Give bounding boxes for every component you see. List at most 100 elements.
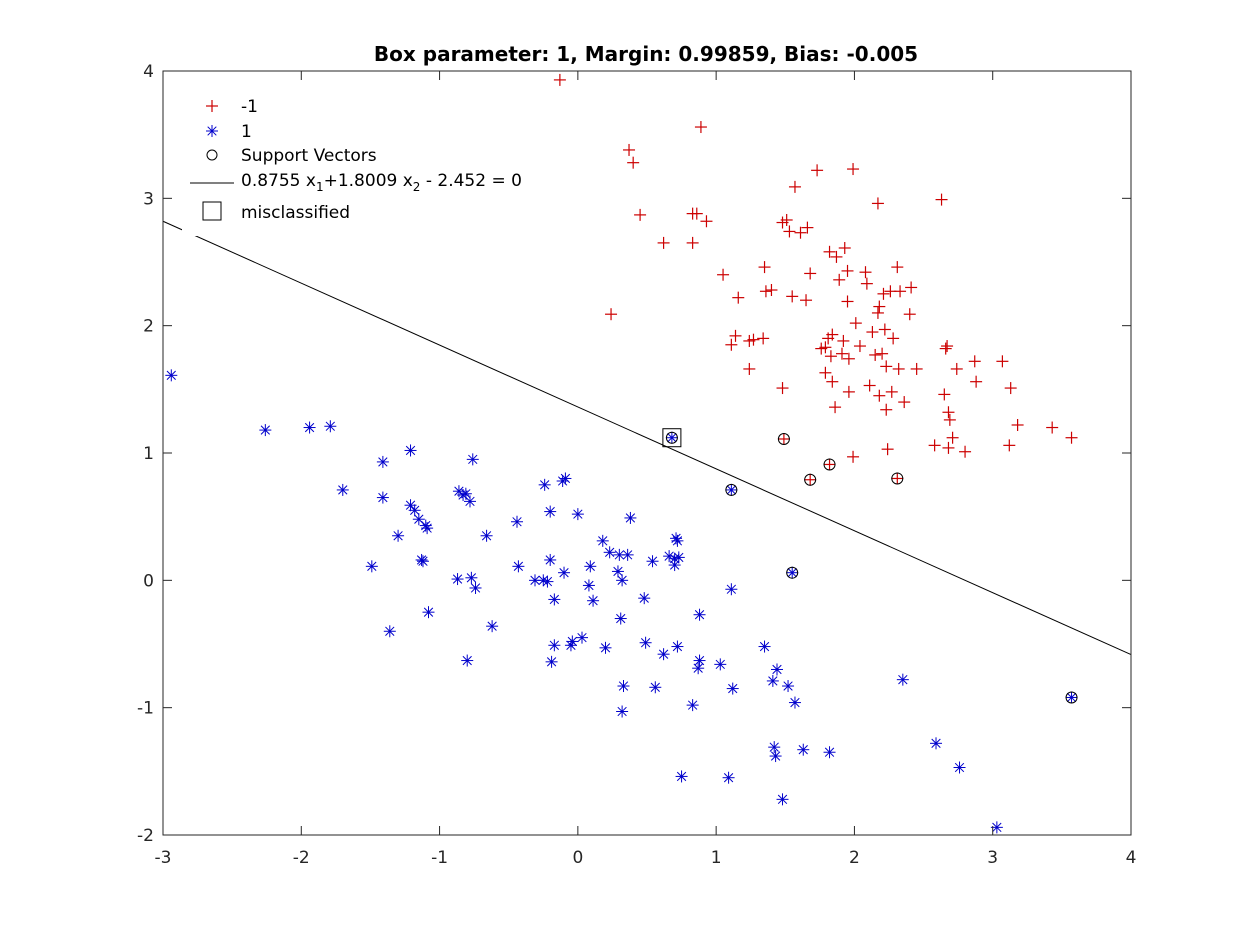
data-point xyxy=(611,565,624,578)
data-point xyxy=(935,193,948,206)
y-tick-label: 2 xyxy=(143,317,154,337)
data-point xyxy=(646,555,659,568)
data-point xyxy=(548,639,561,652)
asterisk-d2-stroke xyxy=(378,457,388,467)
y-tick-label: 4 xyxy=(143,62,154,82)
support-vector-circle xyxy=(891,472,904,485)
data-point xyxy=(939,342,952,355)
asterisk-d2-stroke xyxy=(465,496,475,507)
asterisk-d2-stroke xyxy=(325,421,335,431)
asterisk-d2-stroke xyxy=(728,683,738,694)
legend-label-line: 0.8755 x1+1.8009 x2 - 2.452 = 0 xyxy=(241,171,522,194)
data-point xyxy=(671,640,684,653)
asterisk-d2-stroke xyxy=(584,580,594,591)
data-point xyxy=(833,273,846,286)
data-point xyxy=(694,121,707,134)
asterisk-d2-stroke xyxy=(768,676,778,686)
x-tick-label: 0 xyxy=(572,848,583,868)
asterisk-d2-stroke xyxy=(538,575,548,586)
asterisk-d2-stroke xyxy=(545,555,555,565)
data-point xyxy=(638,592,651,605)
data-point xyxy=(782,680,795,693)
asterisk-d2-stroke xyxy=(559,568,569,578)
data-point xyxy=(747,333,760,346)
data-point xyxy=(599,641,612,654)
asterisk-d2-stroke xyxy=(954,762,965,773)
asterisk-d2-stroke xyxy=(650,682,660,692)
data-point xyxy=(657,648,670,661)
support-vector-circle xyxy=(804,473,817,486)
asterisk-d2-stroke xyxy=(769,742,779,752)
support-vector-circle xyxy=(725,483,738,496)
legend-entry-pos: 1 xyxy=(206,122,252,142)
data-point xyxy=(690,207,703,220)
asterisk-d2-stroke xyxy=(481,531,492,541)
data-point xyxy=(887,332,900,345)
asterisk-d2-stroke xyxy=(604,547,615,557)
data-point xyxy=(866,326,879,339)
support-vector-circle xyxy=(823,458,836,471)
data-point xyxy=(930,737,943,750)
data-point xyxy=(804,267,817,280)
data-point xyxy=(873,389,886,402)
data-point xyxy=(823,245,836,258)
asterisk-d2-stroke xyxy=(166,370,176,381)
asterisk-d2-stroke xyxy=(618,681,629,691)
data-point xyxy=(480,529,493,542)
asterisk-d2-stroke xyxy=(616,613,626,624)
asterisk-d2-stroke xyxy=(726,584,737,594)
data-point xyxy=(725,583,738,596)
legend-label-sv: Support Vectors xyxy=(241,146,377,166)
data-point xyxy=(768,741,781,754)
asterisk-d2-stroke xyxy=(726,485,737,495)
data-point xyxy=(797,743,810,756)
data-point xyxy=(671,534,684,547)
asterisk-d2-stroke xyxy=(470,583,481,593)
asterisk-d2-stroke xyxy=(487,621,497,631)
asterisk-d2-stroke xyxy=(600,643,611,653)
data-point xyxy=(421,522,434,535)
data-point xyxy=(461,654,474,667)
data-point xyxy=(968,355,981,368)
data-point xyxy=(860,277,873,290)
misclassified-box xyxy=(662,428,682,448)
data-point xyxy=(910,362,923,375)
data-point xyxy=(830,250,843,263)
data-point xyxy=(553,73,566,86)
legend-entry-misclassified: misclassified xyxy=(202,201,350,223)
data-point xyxy=(891,472,904,485)
data-point xyxy=(941,340,954,353)
asterisk-d2-stroke xyxy=(588,596,598,606)
data-point xyxy=(885,385,898,398)
data-point xyxy=(990,821,1003,834)
asterisk-d2-stroke xyxy=(777,794,788,805)
asterisk-d2-stroke xyxy=(723,773,734,783)
asterisk-d2-stroke xyxy=(378,492,388,503)
data-point xyxy=(541,575,554,588)
asterisk-d2-stroke xyxy=(573,509,583,519)
asterisk-d2-stroke xyxy=(617,706,627,717)
asterisk-d2-stroke xyxy=(759,641,770,652)
x-tick-label: -1 xyxy=(431,848,448,868)
data-point xyxy=(617,680,630,693)
data-point xyxy=(847,450,860,463)
asterisk-d2-stroke xyxy=(694,610,705,620)
data-point xyxy=(953,761,966,774)
data-point xyxy=(469,581,482,594)
asterisk-d2-stroke xyxy=(466,573,477,583)
data-point xyxy=(383,625,396,638)
asterisk-d2-stroke xyxy=(549,594,560,605)
y-tick-label: 3 xyxy=(143,189,154,209)
data-point xyxy=(717,268,730,281)
legend-box xyxy=(182,88,378,236)
data-point xyxy=(544,553,557,566)
data-point xyxy=(404,444,417,457)
asterisk-d2-stroke xyxy=(422,523,432,533)
data-point xyxy=(880,403,893,416)
data-point xyxy=(165,369,178,382)
data-point xyxy=(596,534,609,547)
asterisk-d2-stroke xyxy=(462,655,472,666)
data-point xyxy=(766,674,779,687)
legend-line-sub1: 1 xyxy=(316,180,324,194)
data-point xyxy=(894,285,907,298)
